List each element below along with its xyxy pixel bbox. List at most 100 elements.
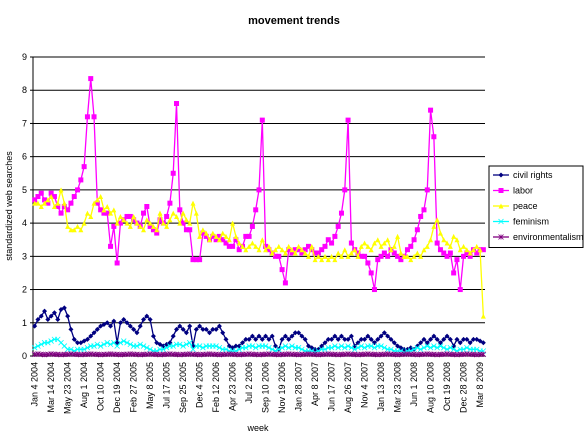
x-tick-label: Dec 19 2004 — [112, 362, 122, 413]
data-point — [154, 227, 160, 233]
data-point — [220, 230, 226, 236]
data-point — [437, 247, 443, 253]
data-point — [38, 190, 44, 196]
data-point — [473, 346, 480, 353]
data-point — [418, 213, 424, 219]
data-point — [322, 346, 328, 353]
data-point — [460, 346, 467, 353]
data-point — [388, 346, 394, 353]
data-point — [414, 250, 420, 256]
data-point — [180, 326, 186, 332]
x-tick-label: Jun 17 2007 — [327, 362, 337, 412]
data-point — [140, 343, 147, 349]
data-point — [32, 200, 38, 206]
legend-marker — [498, 203, 504, 209]
data-point — [351, 346, 358, 353]
y-tick-label: 0 — [22, 351, 27, 361]
x-tick-label: Apr 8 2007 — [310, 362, 320, 406]
data-point — [381, 240, 387, 246]
data-point — [213, 237, 219, 243]
data-point — [230, 243, 236, 249]
data-point — [84, 336, 90, 342]
data-point — [404, 247, 410, 253]
data-point — [282, 280, 288, 286]
data-point — [368, 247, 374, 253]
data-point — [282, 343, 289, 349]
data-point — [454, 257, 460, 263]
data-point — [401, 346, 407, 352]
data-point — [266, 344, 272, 351]
data-point — [91, 343, 97, 349]
data-point — [160, 220, 166, 226]
data-point — [319, 257, 325, 263]
data-point — [398, 257, 404, 263]
data-point — [177, 323, 183, 329]
data-point — [197, 323, 203, 329]
data-point — [391, 250, 397, 256]
data-point — [441, 237, 447, 243]
data-point — [474, 250, 480, 256]
x-tick-label: Jul 2 2006 — [244, 362, 254, 404]
data-point — [464, 250, 470, 256]
data-point — [134, 343, 140, 349]
data-point — [428, 336, 434, 342]
data-point — [299, 247, 305, 253]
data-point — [104, 210, 110, 216]
data-point — [381, 250, 387, 256]
data-point — [190, 257, 196, 263]
data-point — [299, 250, 305, 256]
data-point — [174, 101, 180, 107]
data-point — [213, 326, 219, 332]
legend-label: environmentalism — [513, 232, 584, 242]
data-point — [342, 247, 348, 253]
data-point — [418, 340, 424, 346]
legend-box — [488, 165, 584, 248]
x-tick-label: Mar 23 2008 — [393, 362, 403, 413]
data-point — [240, 243, 246, 249]
data-point — [305, 243, 311, 249]
data-point — [111, 207, 117, 213]
x-tick-label: May 8 2005 — [145, 362, 155, 409]
data-point — [203, 230, 209, 236]
y-tick-label: 6 — [22, 152, 27, 162]
data-point — [249, 343, 256, 349]
data-point — [332, 343, 338, 349]
data-point — [200, 344, 206, 351]
data-point — [444, 346, 450, 353]
data-point — [259, 336, 265, 342]
data-point — [107, 341, 114, 348]
data-point — [272, 253, 278, 259]
data-point — [342, 187, 348, 193]
data-point — [451, 270, 457, 276]
data-point — [322, 253, 328, 259]
legend-marker — [498, 234, 504, 240]
data-point — [269, 333, 275, 339]
data-point — [91, 330, 97, 336]
data-point — [328, 344, 335, 351]
data-point — [108, 243, 114, 249]
data-point — [296, 243, 302, 249]
data-point — [358, 336, 364, 342]
data-point — [421, 336, 427, 342]
data-point — [414, 344, 421, 351]
data-point — [464, 247, 470, 253]
data-point — [236, 346, 242, 353]
data-point — [302, 250, 308, 256]
data-point — [233, 237, 239, 243]
data-point — [177, 207, 183, 213]
data-point — [332, 233, 338, 239]
data-point — [236, 240, 242, 246]
y-tick-label: 2 — [22, 285, 27, 295]
data-point — [230, 220, 236, 226]
data-point — [299, 333, 305, 339]
data-point — [312, 250, 318, 256]
data-point — [480, 351, 487, 358]
data-point — [220, 330, 226, 336]
data-point — [312, 257, 318, 263]
data-point — [477, 247, 483, 253]
data-point — [177, 341, 183, 348]
data-point — [164, 213, 170, 219]
data-point — [48, 313, 54, 319]
data-point — [451, 233, 457, 239]
